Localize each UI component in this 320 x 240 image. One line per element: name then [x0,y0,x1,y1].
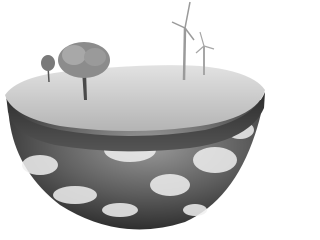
illustration [0,0,268,240]
page [0,0,268,240]
